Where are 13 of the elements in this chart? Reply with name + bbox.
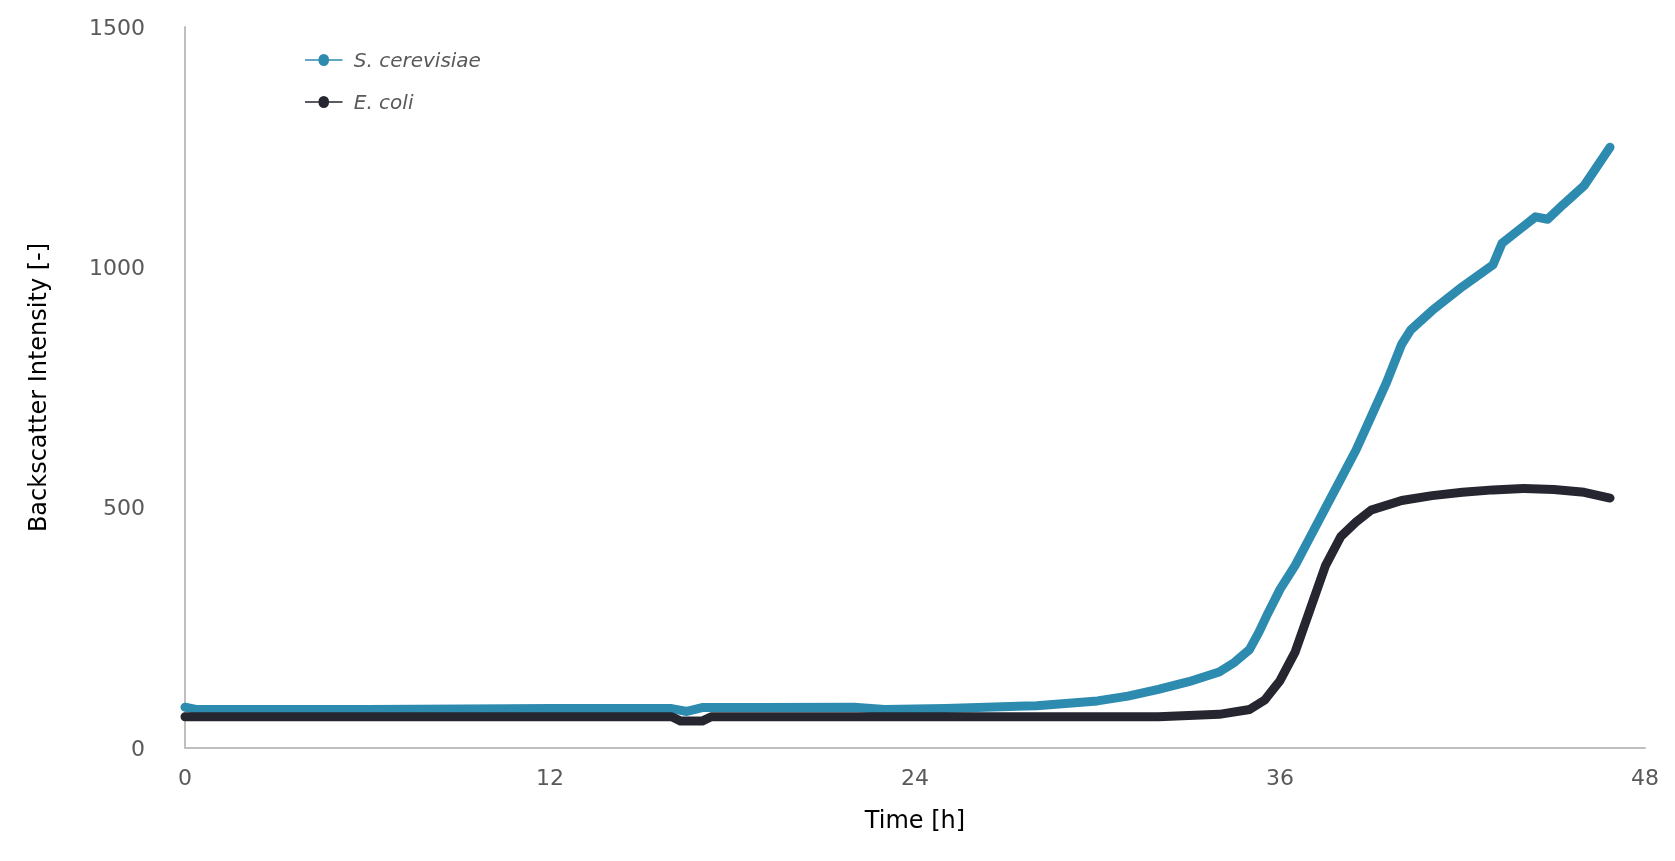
x-tick-label: 0 (178, 764, 192, 790)
x-tick-label: 48 (1631, 764, 1659, 790)
legend-label: S. cerevisiae (353, 48, 481, 72)
y-tick-label: 1500 (89, 14, 145, 40)
y-tick-label: 500 (103, 495, 145, 521)
legend-label: E. coli (353, 90, 414, 114)
y-tick-label: 0 (131, 735, 145, 761)
x-tick-label: 24 (901, 764, 929, 790)
y-axis-title: Backscatter Intensity [-] (24, 242, 52, 533)
x-tick-label: 36 (1266, 764, 1294, 790)
x-tick-label: 12 (536, 764, 564, 790)
x-axis-title: Time [h] (863, 806, 966, 834)
y-tick-label: 1000 (89, 254, 145, 280)
